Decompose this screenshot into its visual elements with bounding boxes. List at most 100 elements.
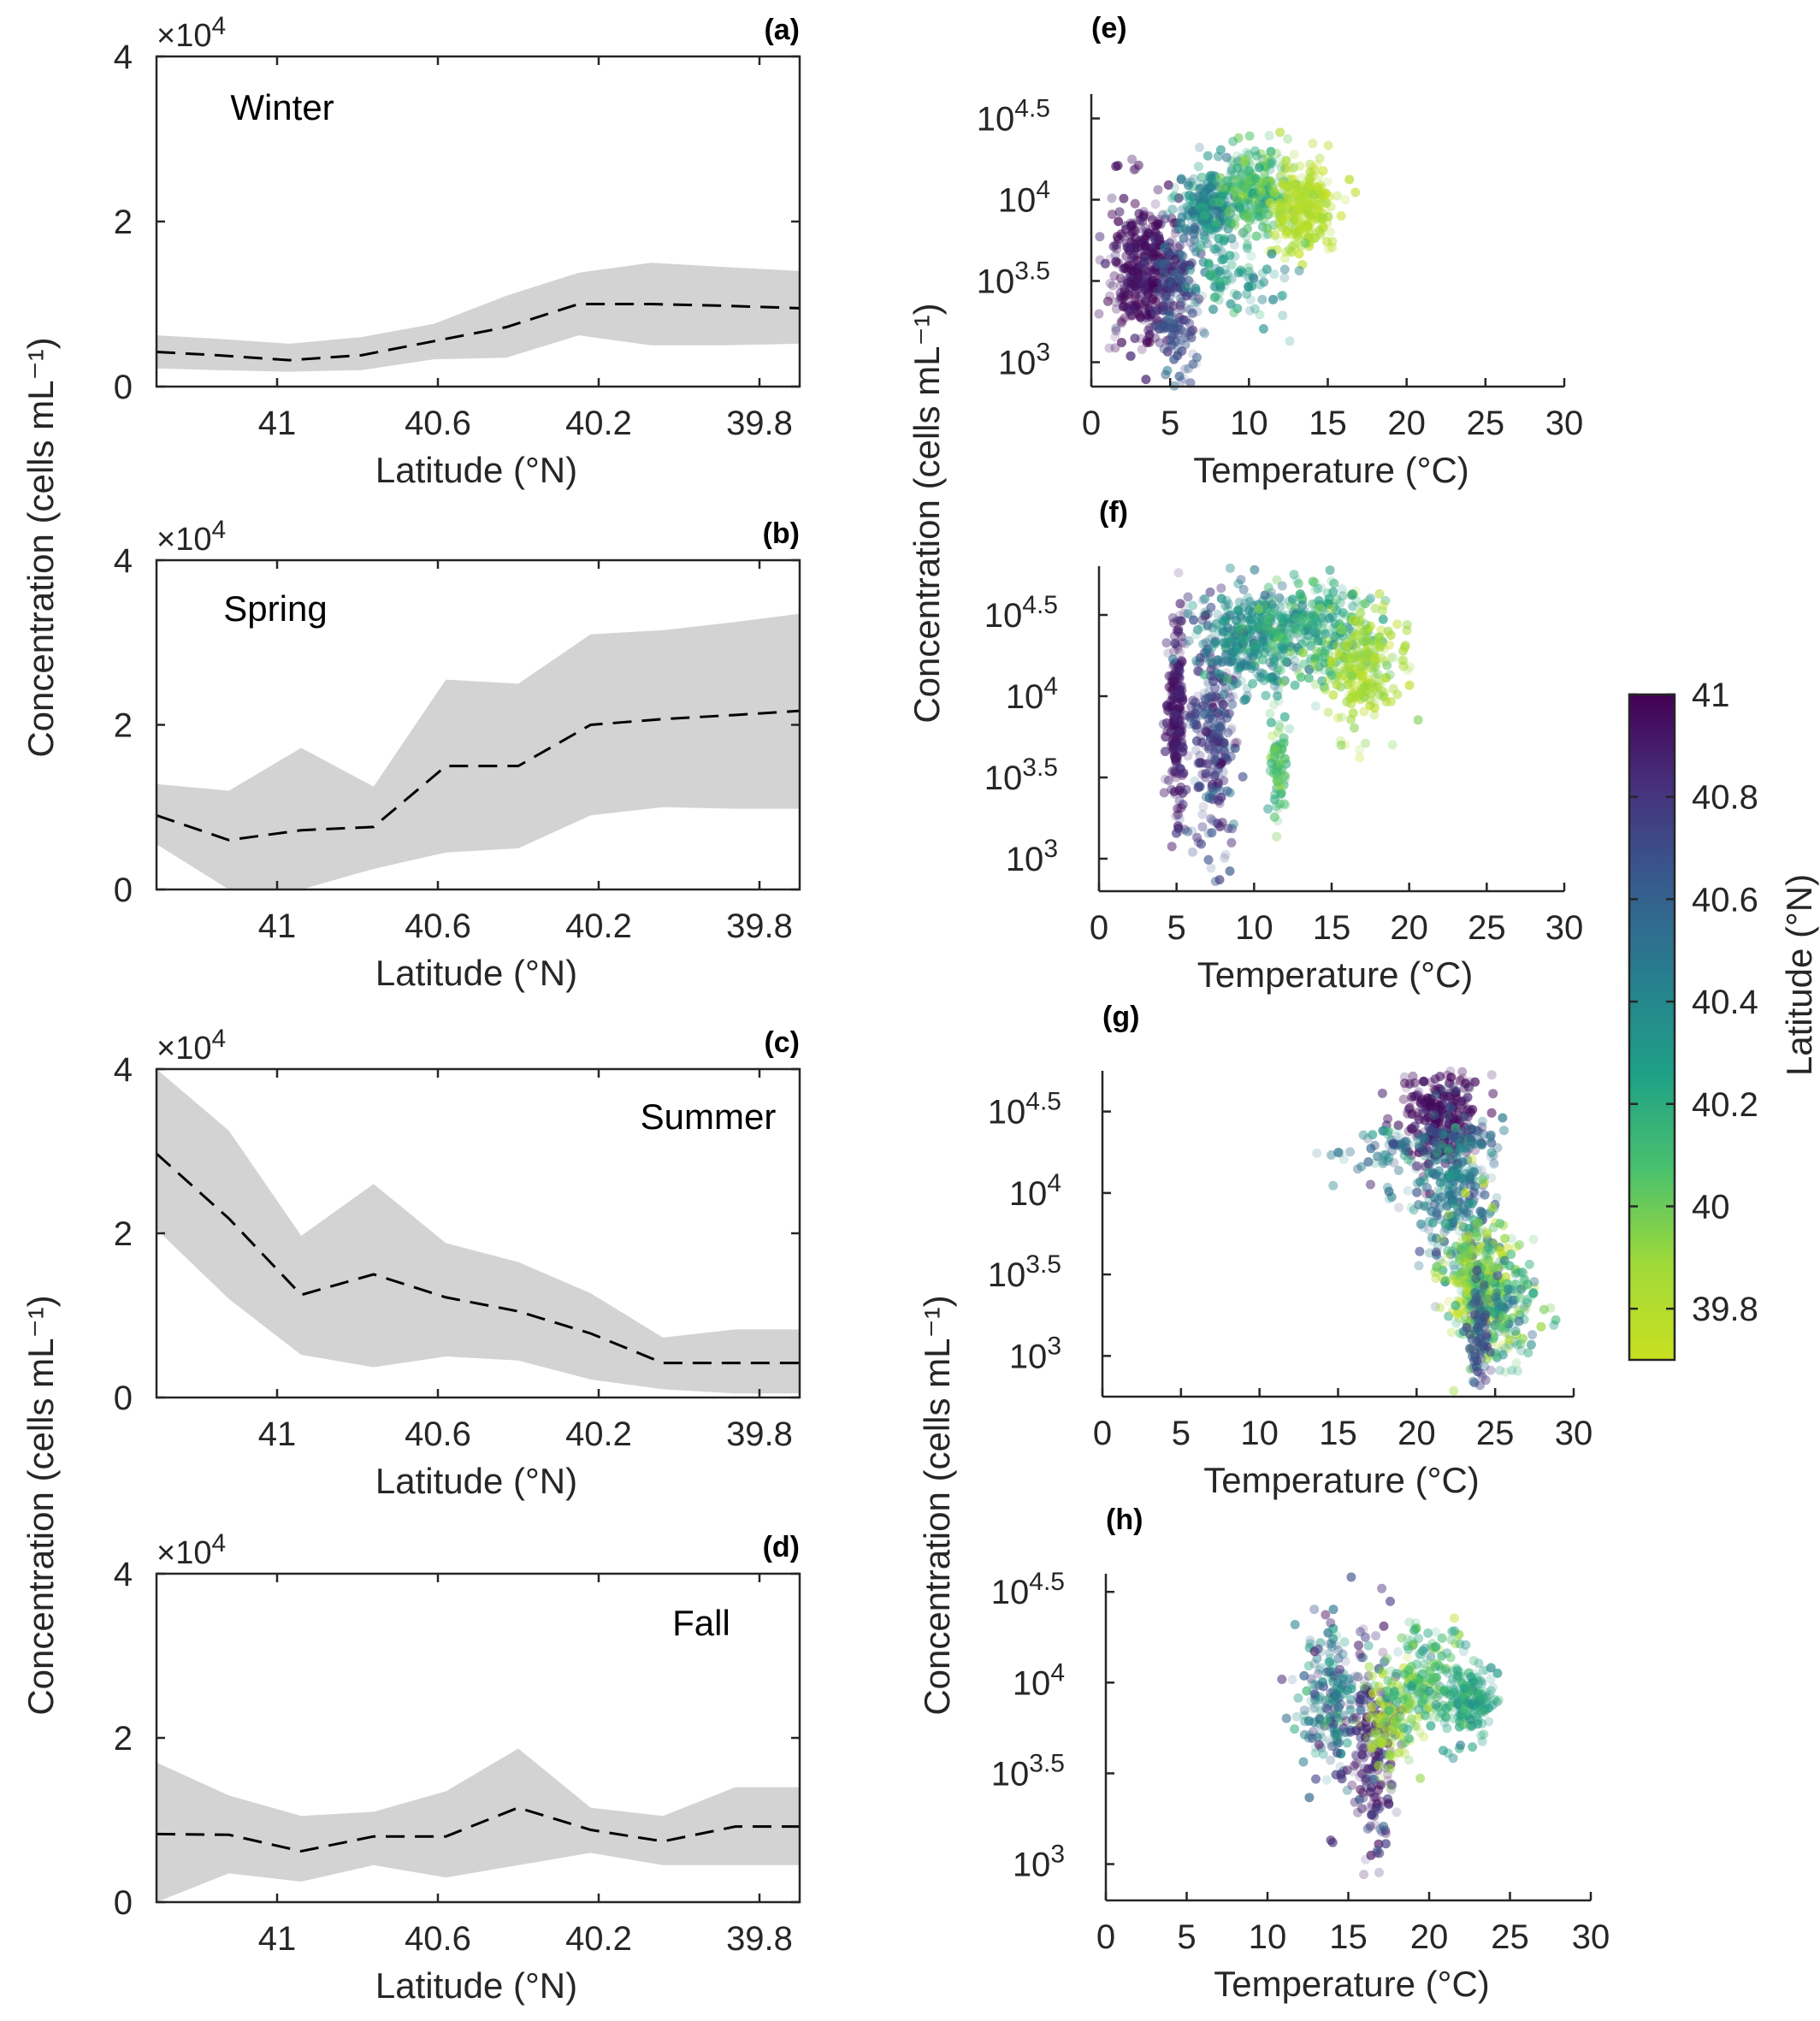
scatter-point: [1140, 259, 1150, 269]
scatter-point: [1444, 1209, 1454, 1220]
scatter-point: [1422, 1201, 1433, 1211]
scatter-point: [1373, 670, 1383, 679]
scatter-points: [1094, 127, 1361, 391]
scatter-point: [1225, 251, 1235, 261]
scatter-point: [1167, 307, 1177, 317]
scatter-point: [1303, 202, 1313, 211]
scatter-point: [1348, 708, 1358, 718]
scatter-point: [1171, 772, 1181, 783]
scatter-point: [1129, 226, 1138, 236]
scatter-point: [1184, 331, 1194, 340]
scatter-point: [1269, 657, 1279, 667]
scatter-point: [1226, 273, 1237, 283]
x-tick-label: 40.2: [565, 405, 632, 442]
scatter-point: [1176, 297, 1186, 307]
scatter-point: [1414, 1705, 1423, 1715]
x-tick-label: 40.2: [565, 907, 632, 945]
scatter-point: [1348, 1767, 1358, 1777]
scatter-point: [1308, 1704, 1318, 1714]
scatter-point: [1152, 305, 1162, 316]
scatter-point: [1473, 1218, 1483, 1227]
scatter-point: [1415, 1246, 1425, 1256]
x-tick-label: 25: [1468, 909, 1506, 947]
scatter-point: [1242, 195, 1252, 205]
x-tick-label: 39.8: [726, 1415, 793, 1453]
scatter-point: [1365, 1179, 1375, 1190]
scatter-point: [1278, 214, 1288, 224]
scatter-point: [1194, 142, 1204, 152]
scatter-point: [1222, 713, 1232, 723]
scatter-point: [1309, 190, 1319, 200]
scatter-point: [1268, 595, 1278, 606]
scatter-point: [1369, 1681, 1380, 1691]
scatter-point: [1197, 809, 1208, 819]
scatter-point: [1253, 210, 1263, 221]
scatter-point: [1193, 162, 1203, 172]
scatter-point: [1185, 719, 1195, 730]
x-axis-label: Temperature (°C): [1197, 954, 1474, 995]
x-tick-label: 15: [1319, 1415, 1357, 1452]
scatter-point: [1214, 198, 1225, 207]
scatter-point: [1167, 612, 1178, 623]
scatter-point: [1164, 263, 1174, 274]
scatter-point: [1369, 710, 1380, 720]
scatter-point: [1495, 1218, 1505, 1228]
scatter-point: [1244, 216, 1255, 226]
scatter-point: [1273, 816, 1283, 826]
scatter-point: [1359, 1695, 1369, 1705]
scatter-point: [1213, 175, 1222, 186]
scatter-point: [1199, 670, 1209, 680]
scatter-point: [1270, 230, 1280, 240]
scatter-point: [1488, 1089, 1498, 1099]
scatter-point: [1197, 198, 1207, 209]
scatter-point: [1370, 1140, 1380, 1150]
scatter-point: [1244, 158, 1255, 168]
x-tick-label: 5: [1172, 1415, 1191, 1452]
scatter-point: [1250, 564, 1260, 575]
x-tick-label: 40.2: [565, 1920, 632, 1958]
scatter-point: [1175, 647, 1185, 658]
scatter-point: [1386, 1750, 1396, 1760]
scatter-point: [1223, 728, 1233, 738]
scatter-point: [1265, 708, 1275, 718]
scatter-point: [1346, 1684, 1356, 1694]
scatter-point: [1148, 322, 1158, 333]
scatter-point: [1185, 712, 1195, 722]
scatter-point: [1179, 333, 1190, 343]
scatter-point: [1198, 639, 1208, 649]
scatter-point: [1440, 1098, 1451, 1108]
scatter-point: [1487, 1203, 1498, 1213]
scatter-point: [1116, 293, 1126, 303]
scatter-point: [1107, 210, 1117, 220]
scatter-point: [1203, 714, 1214, 724]
scatter-point: [1179, 233, 1189, 243]
scatter-point: [1297, 185, 1306, 195]
scatter-point: [1232, 174, 1242, 185]
x-tick-label: 40.2: [565, 1415, 632, 1453]
scatter-point: [1206, 269, 1216, 279]
scatter-point: [1283, 134, 1293, 144]
scatter-point: [1269, 188, 1279, 198]
scatter-point: [1250, 189, 1261, 198]
scatter-point: [1170, 639, 1180, 649]
x-tick-label: 30: [1545, 405, 1584, 442]
scatter-point: [1304, 1793, 1315, 1803]
scatter-point: [1225, 866, 1235, 876]
scatter-point: [1195, 750, 1205, 760]
scatter-point: [1212, 246, 1222, 257]
scatter-point: [1144, 210, 1155, 221]
scatter-point: [1468, 1742, 1478, 1752]
scatter-point: [1311, 1774, 1321, 1784]
scatter-point: [1220, 738, 1230, 748]
scatter-point: [1126, 260, 1136, 270]
scatter-point: [1216, 706, 1226, 716]
scatter-point: [1127, 154, 1138, 164]
scatter-point: [1549, 1320, 1559, 1330]
scatter-point: [1215, 785, 1226, 795]
scatter-point: [1129, 293, 1139, 304]
x-tick-label: 41: [258, 907, 297, 945]
scatter-point: [1196, 240, 1206, 251]
scatter-point: [1383, 1129, 1392, 1139]
scatter-point: [1404, 1102, 1415, 1113]
scatter-point: [1164, 277, 1174, 287]
